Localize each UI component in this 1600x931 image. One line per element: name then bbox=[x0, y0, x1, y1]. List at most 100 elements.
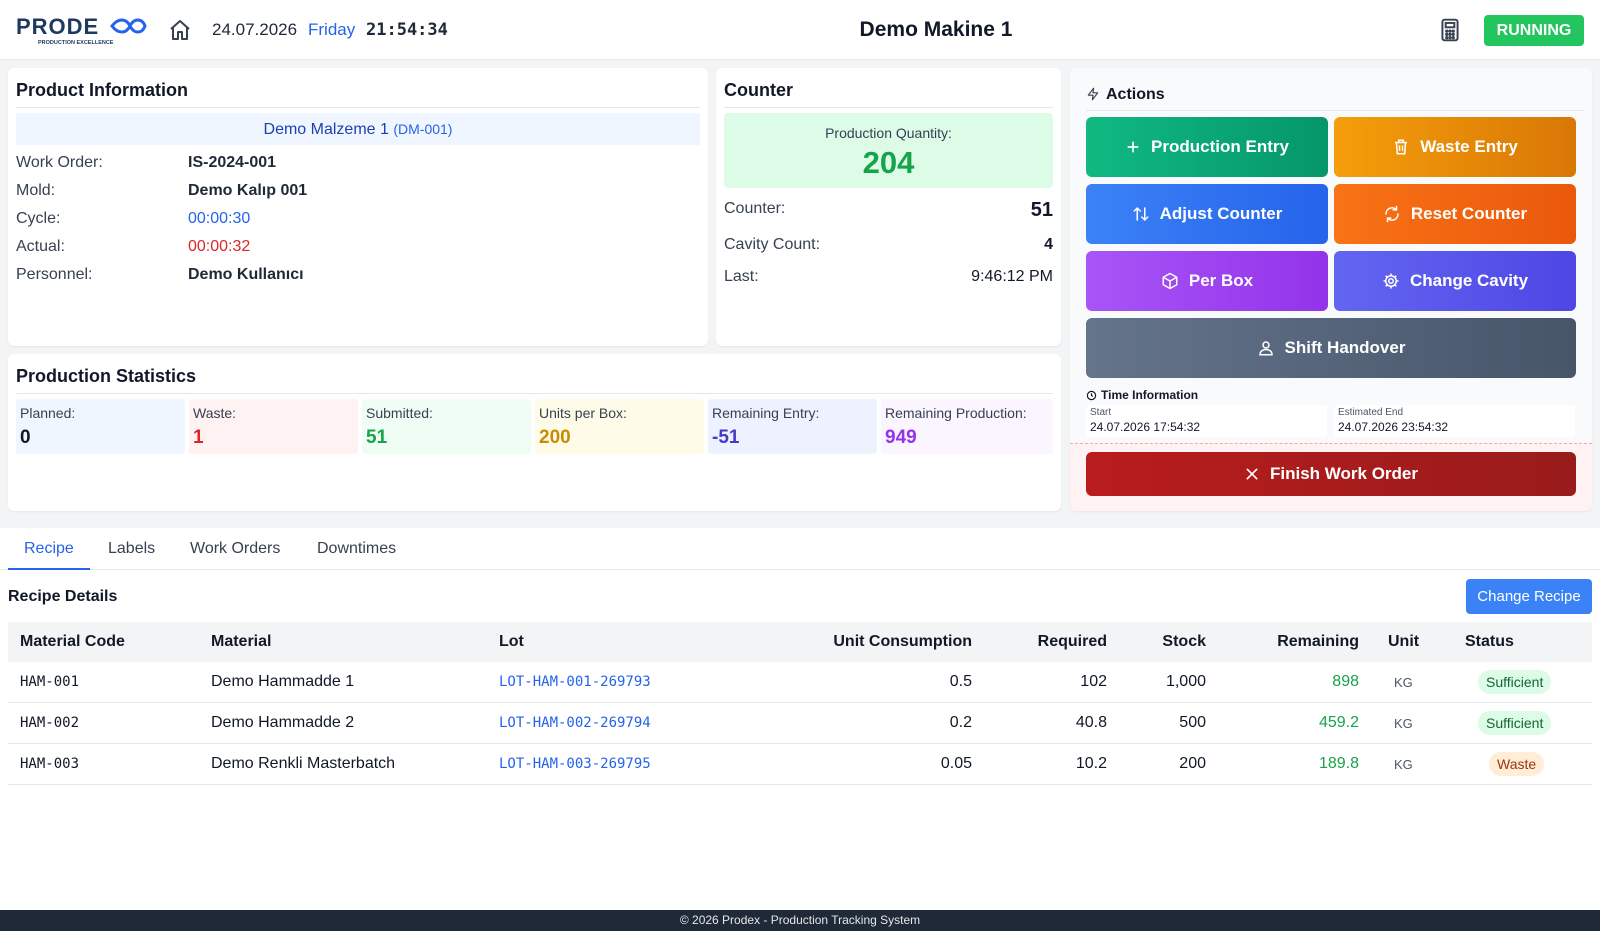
close-icon bbox=[1246, 468, 1258, 480]
shift-handover-button[interactable]: Shift Handover bbox=[1086, 318, 1576, 378]
stat-planned-value: 0 bbox=[20, 427, 31, 448]
table-row: HAM-002 Demo Hammadde 2 LOT-HAM-002-2697… bbox=[8, 703, 1592, 744]
estimated-end-label: Estimated End bbox=[1338, 407, 1404, 418]
stat-planned-label: Planned: bbox=[20, 405, 76, 421]
status-badge-sufficient: Sufficient bbox=[1478, 670, 1552, 694]
table-row: HAM-003 Demo Renkli Masterbatch LOT-HAM-… bbox=[8, 744, 1592, 785]
time-information-title: Time Information bbox=[1101, 388, 1199, 402]
actions-card: Actions Production Entry Waste Entry Adj… bbox=[1070, 68, 1592, 511]
row-required: 40.8 bbox=[1075, 714, 1107, 731]
start-time-label: Start bbox=[1090, 407, 1112, 418]
clock-icon bbox=[1086, 390, 1097, 401]
row-lot-link[interactable]: LOT-HAM-001-269793 bbox=[499, 674, 651, 690]
production-quantity-label: Production Quantity: bbox=[825, 125, 952, 141]
last-count-value: 9:46:12 PM bbox=[971, 268, 1053, 285]
cycle-label: Cycle: bbox=[16, 210, 61, 227]
recipe-panel: Recipe Details Change Recipe Material Co… bbox=[0, 570, 1600, 910]
status-badge: RUNNING bbox=[1484, 15, 1584, 46]
time-information-header: Time Information bbox=[1086, 388, 1198, 402]
material-banner: Demo Malzeme 1 (DM-001) bbox=[16, 113, 700, 145]
estimated-end-box: Estimated End 24.07.2026 23:54:32 bbox=[1334, 405, 1575, 437]
arrows-up-down-icon bbox=[1133, 206, 1149, 222]
per-box-button[interactable]: Per Box bbox=[1086, 251, 1328, 311]
counter-title: Counter bbox=[724, 80, 1053, 108]
reset-counter-button[interactable]: Reset Counter bbox=[1334, 184, 1576, 244]
waste-entry-button[interactable]: Waste Entry bbox=[1334, 117, 1576, 177]
cycle-value: 00:00:30 bbox=[188, 210, 251, 227]
machine-title: Demo Makine 1 bbox=[859, 18, 1013, 41]
actual-label: Actual: bbox=[16, 238, 65, 255]
calculator-icon[interactable] bbox=[1437, 17, 1463, 43]
home-icon[interactable] bbox=[168, 18, 192, 42]
col-stock: Stock bbox=[1162, 633, 1206, 650]
adjust-counter-button[interactable]: Adjust Counter bbox=[1086, 184, 1328, 244]
stat-remaining-production: Remaining Production: 949 bbox=[881, 399, 1053, 454]
stat-remaining-entry-label: Remaining Entry: bbox=[712, 405, 820, 421]
stat-waste-label: Waste: bbox=[193, 405, 237, 421]
col-remaining: Remaining bbox=[1277, 633, 1359, 650]
row-lot-link[interactable]: LOT-HAM-002-269794 bbox=[499, 715, 651, 731]
stat-remaining-production-value: 949 bbox=[885, 427, 917, 448]
row-unit: KG bbox=[1394, 716, 1413, 731]
col-material-code: Material Code bbox=[20, 633, 125, 650]
stat-waste: Waste: 1 bbox=[189, 399, 358, 454]
mold-label: Mold: bbox=[16, 182, 56, 199]
row-stock: 1,000 bbox=[1165, 673, 1206, 690]
row-stock: 200 bbox=[1179, 755, 1206, 772]
prodex-logo: PRODE PRODUCTION EXCELLENCE bbox=[16, 14, 148, 46]
lightning-icon bbox=[1087, 87, 1099, 101]
col-required: Required bbox=[1037, 633, 1107, 650]
tab-work-orders[interactable]: Work Orders bbox=[190, 540, 281, 557]
col-status: Status bbox=[1465, 633, 1514, 650]
start-time-value: 24.07.2026 17:54:32 bbox=[1090, 420, 1201, 434]
work-order-label: Work Order: bbox=[16, 154, 103, 171]
stat-submitted-value: 51 bbox=[366, 427, 388, 448]
stat-submitted: Submitted: 51 bbox=[362, 399, 531, 454]
finish-work-order-button[interactable]: Finish Work Order bbox=[1086, 452, 1576, 496]
row-required: 10.2 bbox=[1075, 755, 1107, 772]
box-icon bbox=[1162, 272, 1178, 290]
tab-recipe[interactable]: Recipe bbox=[8, 528, 90, 570]
row-remaining: 898 bbox=[1332, 673, 1359, 690]
per-box-label: Per Box bbox=[1188, 271, 1254, 290]
status-badge-sufficient: Sufficient bbox=[1478, 711, 1552, 735]
row-unit: KG bbox=[1394, 757, 1413, 772]
cavity-count-value: 4 bbox=[1044, 236, 1053, 253]
stat-remaining-production-label: Remaining Production: bbox=[885, 405, 1027, 421]
material-code: (DM-001) bbox=[393, 121, 453, 137]
material-name: Demo Malzeme 1 bbox=[263, 121, 389, 138]
svg-text:PRODUCTION EXCELLENCE: PRODUCTION EXCELLENCE bbox=[38, 40, 114, 46]
row-material-code: HAM-003 bbox=[20, 756, 80, 772]
stat-waste-value: 1 bbox=[193, 427, 204, 448]
production-statistics-card: Production Statistics Planned: 0 Waste: … bbox=[8, 354, 1061, 511]
row-material: Demo Hammadde 1 bbox=[211, 673, 355, 690]
change-recipe-button[interactable]: Change Recipe bbox=[1466, 579, 1592, 614]
tab-labels[interactable]: Labels bbox=[108, 540, 156, 557]
personnel-value: Demo Kullanıcı bbox=[188, 266, 304, 283]
change-cavity-button[interactable]: Change Cavity bbox=[1334, 251, 1576, 311]
row-stock: 500 bbox=[1179, 714, 1206, 731]
row-unit-consumption: 0.2 bbox=[949, 714, 972, 731]
stat-remaining-entry: Remaining Entry: -51 bbox=[708, 399, 877, 454]
footer: © 2026 Prodex - Production Tracking Syst… bbox=[0, 910, 1600, 931]
reset-counter-label: Reset Counter bbox=[1410, 204, 1528, 223]
row-lot-link[interactable]: LOT-HAM-003-269795 bbox=[499, 756, 651, 772]
recipe-table-header: Material Code Material Lot Unit Consumpt… bbox=[8, 622, 1592, 662]
work-order-value: IS-2024-001 bbox=[188, 154, 277, 171]
row-remaining: 189.8 bbox=[1318, 755, 1359, 772]
tab-downtimes[interactable]: Downtimes bbox=[317, 540, 397, 557]
row-material: Demo Hammadde 2 bbox=[211, 714, 355, 731]
production-entry-button[interactable]: Production Entry bbox=[1086, 117, 1328, 177]
personnel-label: Personnel: bbox=[16, 266, 93, 283]
counter-label: Counter: bbox=[724, 200, 786, 217]
stat-remaining-entry-value: -51 bbox=[712, 427, 740, 448]
actions-title: Actions bbox=[1106, 86, 1165, 103]
counter-card: Counter Production Quantity: 204 Counter… bbox=[716, 68, 1061, 346]
stat-units-per-box-value: 200 bbox=[539, 427, 571, 448]
col-lot: Lot bbox=[499, 633, 524, 650]
stat-submitted-label: Submitted: bbox=[366, 405, 433, 421]
table-row: HAM-001 Demo Hammadde 1 LOT-HAM-001-2697… bbox=[8, 662, 1592, 703]
shift-handover-label: Shift Handover bbox=[1284, 338, 1406, 357]
header-date: 24.07.2026 bbox=[212, 20, 298, 39]
row-unit: KG bbox=[1394, 675, 1413, 690]
